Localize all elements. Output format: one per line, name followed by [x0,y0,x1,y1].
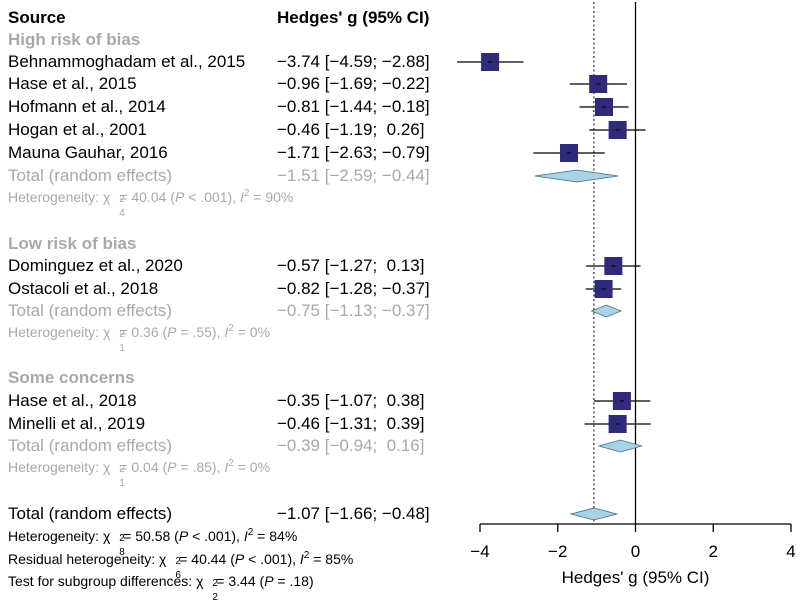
overall-diamond [569,507,619,521]
group-total-label: Total (random effects) [8,166,173,185]
study-estimate: −0.81 [−1.44; −0.18] [277,97,430,116]
group-heterogeneity: Heterogeneity: χ 2 1 = 0.04 (P = .85), I2 =… [8,458,271,489]
overall-label: Total (random effects) [8,504,173,523]
group-total-diamond-0 [534,169,619,183]
group-heterogeneity: Heterogeneity: χ 2 1 = 0.36 (P = .55), I2 =… [8,323,271,354]
group-total-estimate: −1.51 [−2.59; −0.44] [277,166,430,185]
group-heterogeneity: Heterogeneity: χ 2 4 = 40.04 (P < .001), I2… [8,188,294,219]
study-estimate: −0.46 [−1.19; 0.26] [277,120,425,139]
study-label: Behnammoghadam et al., 2015 [8,52,246,71]
x-axis-label: Hedges' g (95% CI) [562,568,710,587]
x-tick-label: 2 [709,542,718,561]
group-total-diamond-1 [590,304,623,318]
header-source: Source [8,8,66,27]
group-title: Some concerns [8,368,135,387]
study-estimate: −3.74 [−4.59; −2.88] [277,52,430,71]
study-estimate: −0.82 [−1.28; −0.37] [277,279,430,298]
study-label: Ostacoli et al., 2018 [8,279,159,298]
x-tick-label: −4 [470,542,489,561]
overall-estimate: −1.07 [−1.66; −0.48] [277,504,430,523]
header-estimate: Hedges' g (95% CI) [277,8,430,27]
study-estimate: −0.96 [−1.69; −0.22] [277,74,430,93]
group-title: Low risk of bias [8,234,137,253]
study-estimate: −0.46 [−1.31; 0.39] [277,414,425,433]
study-estimate: −0.57 [−1.27; 0.13] [277,256,425,275]
x-tick-label: 4 [786,542,795,561]
group-total-label: Total (random effects) [8,301,173,320]
study-label: Mauna Gauhar, 2016 [8,143,168,162]
study-label: Hase et al., 2018 [8,391,137,410]
study-label: Hogan et al., 2001 [8,120,147,139]
group-total-diamond-2 [597,439,644,453]
group-total-estimate: −0.39 [−0.94; 0.16] [277,436,425,455]
x-tick-label: 0 [631,542,640,561]
study-estimate: −1.71 [−2.63; −0.79] [277,143,430,162]
group-total-estimate: −0.75 [−1.13; −0.37] [277,301,430,320]
x-tick-label: −2 [548,542,567,561]
study-label: Minelli et al., 2019 [8,414,146,433]
study-label: Hofmann et al., 2014 [8,97,166,116]
study-label: Hase et al., 2015 [8,74,137,93]
group-total-label: Total (random effects) [8,436,173,455]
study-estimate: −0.35 [−1.07; 0.38] [277,391,425,410]
group-title: High risk of bias [8,30,141,49]
study-label: Dominguez et al., 2020 [8,256,183,275]
